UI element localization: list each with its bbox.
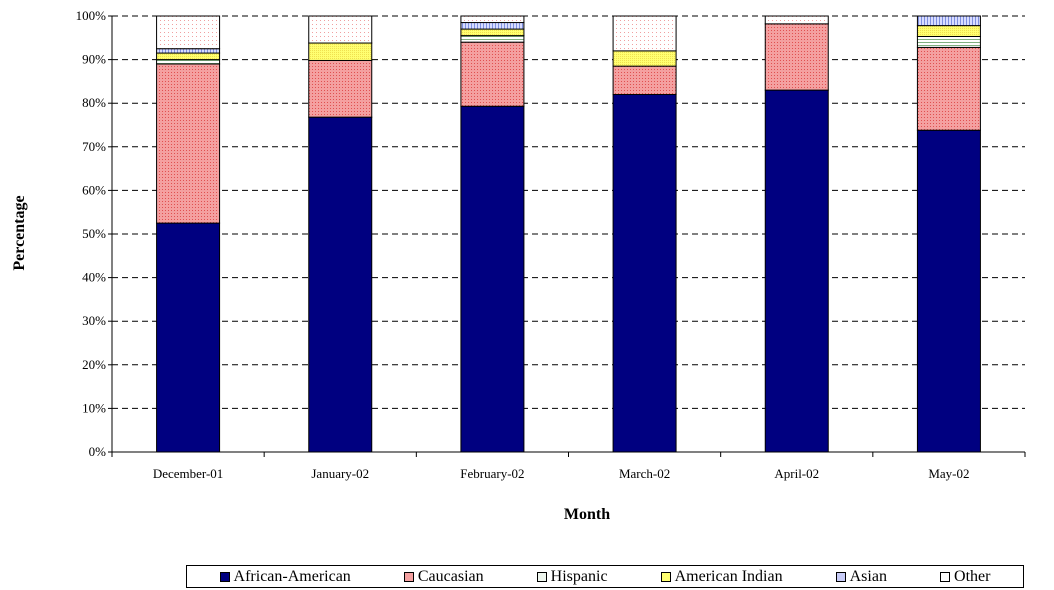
legend-swatch bbox=[219, 571, 230, 582]
bar-segment-african-american bbox=[460, 105, 525, 453]
legend-swatch bbox=[660, 571, 671, 582]
legend-label: Asian bbox=[849, 567, 887, 585]
bar-segment-caucasian bbox=[308, 59, 373, 118]
bar-stack bbox=[764, 15, 829, 453]
legend-item: Other bbox=[940, 568, 990, 586]
bar-segment-african-american bbox=[308, 116, 373, 453]
bar-segment-american-indian bbox=[156, 52, 221, 61]
bar-stack bbox=[308, 15, 373, 453]
bar-stack bbox=[156, 15, 221, 453]
y-tick-label: 20% bbox=[82, 357, 106, 372]
bar-segment-african-american bbox=[764, 89, 829, 453]
x-tick-label: May-02 bbox=[928, 466, 969, 481]
bar-segment-caucasian bbox=[156, 63, 221, 224]
legend-swatch bbox=[403, 571, 414, 582]
y-tick-labels: 0% 10% 20% 30% 40% 50% 60% 70% 80% 90% 100% bbox=[76, 8, 112, 459]
bar-segment-american-indian bbox=[612, 50, 677, 67]
legend-item: Asian bbox=[835, 567, 887, 586]
y-tick-label: 30% bbox=[82, 313, 106, 328]
bar-segment-other bbox=[764, 15, 829, 25]
bar-segment-african-american bbox=[156, 222, 221, 453]
y-tick-label: 0% bbox=[89, 444, 107, 459]
bar-segment-caucasian bbox=[460, 41, 525, 107]
bar-segment-hispanic bbox=[460, 35, 525, 43]
bar-segment-other bbox=[612, 15, 677, 52]
y-tick-label: 90% bbox=[82, 52, 106, 67]
axes bbox=[111, 16, 1025, 453]
bar-segment-caucasian bbox=[916, 46, 981, 131]
legend-item: African-American bbox=[219, 567, 351, 586]
bar-stack bbox=[916, 15, 981, 453]
bar-segment-caucasian bbox=[764, 23, 829, 91]
x-tick-label: January-02 bbox=[311, 466, 369, 481]
legend-label: Other bbox=[954, 567, 991, 585]
legend-label: American Indian bbox=[674, 567, 783, 585]
legend-label: Hispanic bbox=[550, 567, 608, 585]
bar-segment-caucasian bbox=[612, 65, 677, 95]
bar-segment-other bbox=[156, 15, 221, 50]
x-tick-label: February-02 bbox=[460, 466, 524, 481]
legend: African-American Caucasian Hispanic America… bbox=[186, 565, 1024, 588]
bar-segment-american-indian bbox=[916, 25, 981, 37]
y-tick-label: 50% bbox=[82, 226, 106, 241]
bar-segment-asian bbox=[916, 15, 981, 27]
bar-segment-other bbox=[460, 15, 525, 24]
y-tick-label: 70% bbox=[82, 139, 106, 154]
bar-segment-other bbox=[308, 15, 373, 44]
x-tick-labels: December-01 January-02 February-02 March-02… bbox=[111, 452, 1026, 481]
bars bbox=[156, 15, 981, 453]
bar-segment-african-american bbox=[916, 129, 981, 453]
legend-swatch bbox=[940, 571, 951, 582]
bar-segment-african-american bbox=[612, 93, 677, 453]
y-tick-label: 10% bbox=[82, 400, 106, 415]
y-tick-label: 100% bbox=[76, 8, 107, 23]
bar-stack bbox=[460, 15, 525, 453]
y-tick-label: 40% bbox=[82, 270, 106, 285]
bar-segment-hispanic bbox=[156, 59, 221, 65]
bar-segment-asian bbox=[156, 48, 221, 54]
bar-segment-hispanic bbox=[916, 35, 981, 48]
x-tick-label: April-02 bbox=[774, 466, 819, 481]
bar-stack bbox=[612, 15, 677, 453]
x-axis-title: Month bbox=[564, 506, 610, 523]
legend-item: Caucasian bbox=[403, 567, 484, 586]
bar-segment-american-indian bbox=[460, 28, 525, 37]
x-tick-label: March-02 bbox=[619, 466, 670, 481]
bar-segment-american-indian bbox=[308, 42, 373, 61]
bar-segment-asian bbox=[460, 22, 525, 30]
y-tick-label: 80% bbox=[82, 95, 106, 110]
legend-swatch bbox=[835, 571, 846, 582]
y-tick-label: 60% bbox=[82, 182, 106, 197]
gridlines bbox=[112, 15, 1025, 409]
legend-item: Hispanic bbox=[536, 567, 608, 586]
x-tick-label: December-01 bbox=[153, 466, 223, 481]
legend-item: American Indian bbox=[660, 567, 783, 586]
legend-label: African-American bbox=[233, 567, 351, 585]
legend-swatch bbox=[536, 571, 547, 582]
y-axis-title: Percentage bbox=[11, 195, 28, 270]
legend-label: Caucasian bbox=[417, 567, 484, 585]
